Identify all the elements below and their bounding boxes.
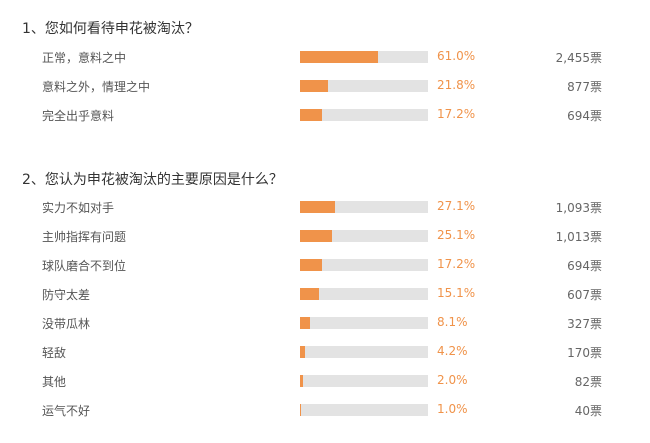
percent-text: 2.0%: [437, 373, 468, 387]
option-label: 正常，意料之中: [42, 51, 127, 65]
progress-bar-fill: [300, 230, 333, 242]
poll-2-option-row: 主帅指挥有问题 25.1% 1,013票: [0, 226, 650, 246]
progress-bar-fill: [300, 201, 335, 213]
progress-bar: [300, 259, 428, 271]
percent-text: 61.0%: [437, 49, 476, 63]
poll-2-option-row: 球队磨合不到位 17.2% 694票: [0, 255, 650, 275]
option-label: 完全出乎意料: [42, 109, 115, 123]
option-label: 没带瓜林: [42, 317, 91, 331]
progress-bar: [300, 288, 428, 300]
vote-count: 2,455票: [555, 51, 602, 65]
vote-count: 694票: [567, 109, 602, 123]
option-label: 轻敌: [42, 346, 67, 360]
poll-2-option-row: 其他 2.0% 82票: [0, 371, 650, 391]
progress-bar: [300, 201, 428, 213]
progress-bar-fill: [300, 346, 306, 358]
progress-bar: [300, 80, 428, 92]
progress-bar-fill: [300, 51, 379, 63]
poll-2-question: 2、您认为申花被淘汰的主要原因是什么？: [22, 172, 283, 188]
percent-text: 15.1%: [437, 286, 476, 300]
vote-count: 327票: [567, 317, 602, 331]
option-label: 主帅指挥有问题: [42, 230, 127, 244]
progress-bar: [300, 317, 428, 329]
progress-bar-fill: [300, 80, 328, 92]
progress-bar-fill: [300, 404, 302, 416]
poll-1-question: 1、您如何看待申花被淘汰？: [22, 21, 199, 37]
poll-1-option-row: 意料之外，情理之中 21.8% 877票: [0, 76, 650, 96]
progress-bar-fill: [300, 288, 320, 300]
vote-count: 1,093票: [555, 201, 602, 215]
poll-2-option-row: 运气不好 1.0% 40票: [0, 400, 650, 420]
percent-text: 8.1%: [437, 315, 468, 329]
progress-bar: [300, 375, 428, 387]
vote-count: 40票: [574, 404, 602, 418]
progress-bar-fill: [300, 317, 311, 329]
poll-2-option-row: 轻敌 4.2% 170票: [0, 342, 650, 362]
percent-text: 21.8%: [437, 78, 476, 92]
option-label: 球队磨合不到位: [42, 259, 127, 273]
vote-count: 1,013票: [555, 230, 602, 244]
progress-bar-fill: [300, 375, 303, 387]
option-label: 其他: [42, 375, 67, 389]
vote-count: 694票: [567, 259, 602, 273]
progress-bar: [300, 51, 428, 63]
vote-count: 170票: [567, 346, 602, 360]
poll-1-option-row: 正常，意料之中 61.0% 2,455票: [0, 47, 650, 67]
poll-2-option-row: 没带瓜林 8.1% 327票: [0, 313, 650, 333]
progress-bar-fill: [300, 259, 323, 271]
option-label: 实力不如对手: [42, 201, 115, 215]
percent-text: 17.2%: [437, 107, 476, 121]
percent-text: 17.2%: [437, 257, 476, 271]
percent-text: 25.1%: [437, 228, 476, 242]
progress-bar: [300, 230, 428, 242]
percent-text: 4.2%: [437, 344, 468, 358]
option-label: 防守太差: [42, 288, 91, 302]
option-label: 意料之外，情理之中: [42, 80, 151, 94]
percent-text: 27.1%: [437, 199, 476, 213]
vote-count: 82票: [574, 375, 602, 389]
option-label: 运气不好: [42, 404, 91, 418]
percent-text: 1.0%: [437, 402, 468, 416]
progress-bar-fill: [300, 109, 323, 121]
progress-bar: [300, 109, 428, 121]
progress-bar: [300, 404, 428, 416]
vote-count: 877票: [567, 80, 602, 94]
poll-1-option-row: 完全出乎意料 17.2% 694票: [0, 105, 650, 125]
vote-count: 607票: [567, 288, 602, 302]
progress-bar: [300, 346, 428, 358]
poll-2-option-row: 防守太差 15.1% 607票: [0, 284, 650, 304]
poll-2-option-row: 实力不如对手 27.1% 1,093票: [0, 197, 650, 217]
